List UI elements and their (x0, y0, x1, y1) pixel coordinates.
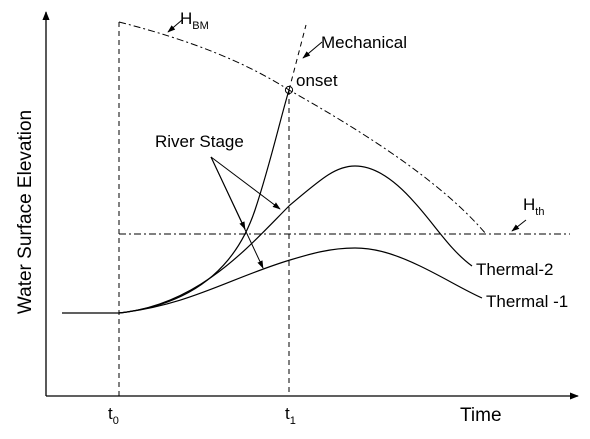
y-axis-title: Water Surface Elevation (15, 110, 36, 314)
thermal-1-curve (118, 247, 483, 314)
river-stage-leader-thermal-1 (210, 156, 264, 269)
river-stage-leader-thermal-2 (210, 156, 281, 210)
mechanical-leader (302, 41, 323, 59)
mechanical-curve (118, 89, 290, 314)
tick-label-t1: t1 (285, 404, 296, 427)
thermal-2-curve (118, 165, 473, 314)
hbm-leader (167, 19, 183, 33)
onset-label: onset (296, 71, 338, 90)
tick-label-t0: t0 (108, 404, 119, 427)
hbm-curve (118, 21, 487, 235)
river-stage-label: River Stage (155, 132, 244, 151)
thermal-2-label: Thermal-2 (476, 260, 553, 279)
hth-label: Hth (523, 195, 544, 218)
mechanical-curve-extension (288, 24, 307, 91)
hbm-label: HBM (180, 9, 209, 32)
thermal-1-label: Thermal -1 (486, 292, 568, 311)
hth-leader (511, 219, 527, 232)
onset-marker (284, 85, 294, 95)
mechanical-label: Mechanical (321, 33, 407, 52)
x-axis-title: Time (460, 405, 502, 426)
